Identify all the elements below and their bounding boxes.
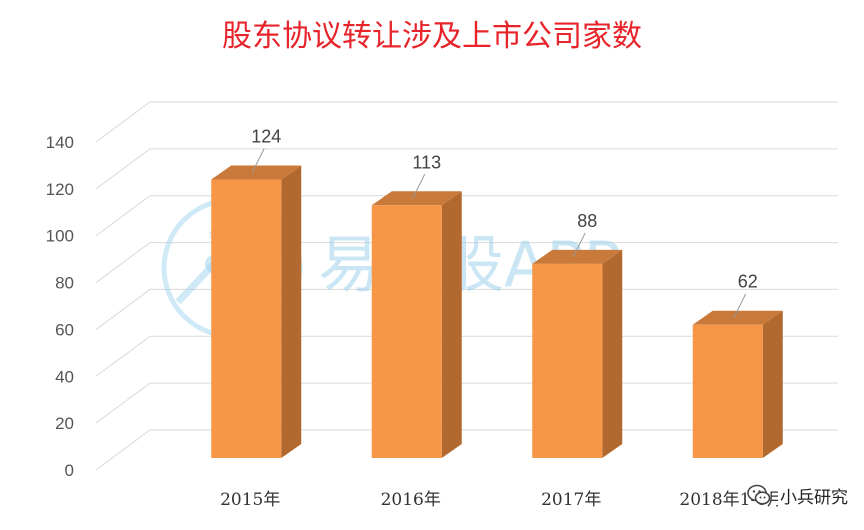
gridline-floor xyxy=(95,195,151,237)
bar-front xyxy=(371,205,442,458)
y-tick-label: 40 xyxy=(55,367,74,386)
gridline-floor xyxy=(95,429,151,471)
data-label-leader xyxy=(412,174,426,199)
bar-top xyxy=(692,310,783,325)
data-label-leader xyxy=(733,293,747,318)
y-tick-label: 120 xyxy=(46,180,74,199)
gridline-floor xyxy=(95,289,151,330)
data-label-leader xyxy=(251,148,265,173)
gridline-floor xyxy=(95,242,151,283)
bar xyxy=(211,165,302,458)
x-tick-label: 2016年 xyxy=(381,490,441,510)
y-tick-label: 140 xyxy=(46,133,74,152)
gridline-floor xyxy=(95,335,151,377)
x-tick-label: 2017年 xyxy=(541,490,601,510)
wechat-icon xyxy=(747,484,771,505)
bar-front xyxy=(211,179,282,458)
bar-top xyxy=(371,191,462,206)
y-tick-label: 60 xyxy=(55,320,74,339)
x-axis: 2015年 2016年 2017年 2018年1-6月 xyxy=(220,490,784,510)
y-tick-label: 0 xyxy=(65,461,74,480)
y-tick-label: 20 xyxy=(55,414,74,433)
gridline-floor xyxy=(95,382,151,424)
bar-front xyxy=(532,263,603,458)
bar-side xyxy=(602,249,623,458)
data-label: 62 xyxy=(738,272,758,292)
bars xyxy=(211,165,783,458)
bar xyxy=(371,191,462,458)
bar-side xyxy=(441,191,462,458)
bar-top xyxy=(211,165,302,180)
chart-title: 股东协议转让涉及上市公司家数 xyxy=(222,19,642,54)
y-tick-label: 100 xyxy=(46,227,74,246)
data-label-leader xyxy=(572,232,586,258)
data-labels: 124 113 88 62 xyxy=(251,126,758,318)
data-label: 113 xyxy=(412,152,441,172)
gridline-floor xyxy=(95,101,151,143)
bar xyxy=(532,249,623,458)
bar-top xyxy=(532,249,623,264)
bar xyxy=(692,310,783,458)
bar-side xyxy=(281,165,302,458)
source-badge: 小兵研究 xyxy=(746,482,850,508)
gridline-floor xyxy=(95,148,151,190)
y-axis: 0 20 40 60 80 100 120 140 xyxy=(46,133,74,480)
data-label: 124 xyxy=(251,126,281,146)
x-tick-label: 2015年 xyxy=(220,490,280,510)
y-tick-label: 80 xyxy=(55,274,74,293)
source-badge-label: 小兵研究 xyxy=(778,482,850,508)
data-label: 88 xyxy=(577,211,597,231)
bar-front xyxy=(692,324,763,458)
bar-side xyxy=(762,310,783,458)
